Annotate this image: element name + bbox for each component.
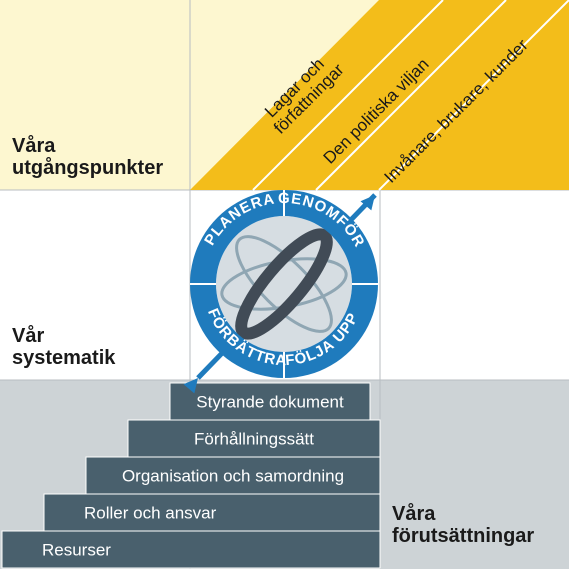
pyramid-bar-label: Resurser	[42, 541, 111, 560]
pyramid-bar-label: Organisation och samordning	[122, 467, 344, 486]
pyramid-bar-label: Roller och ansvar	[84, 504, 217, 523]
pyramid-bar-label: Styrande dokument	[196, 393, 344, 412]
pyramid-bar-label: Förhållningssätt	[194, 430, 314, 449]
infographic-root: Lagar och författningar Den politiska vi…	[0, 0, 569, 569]
